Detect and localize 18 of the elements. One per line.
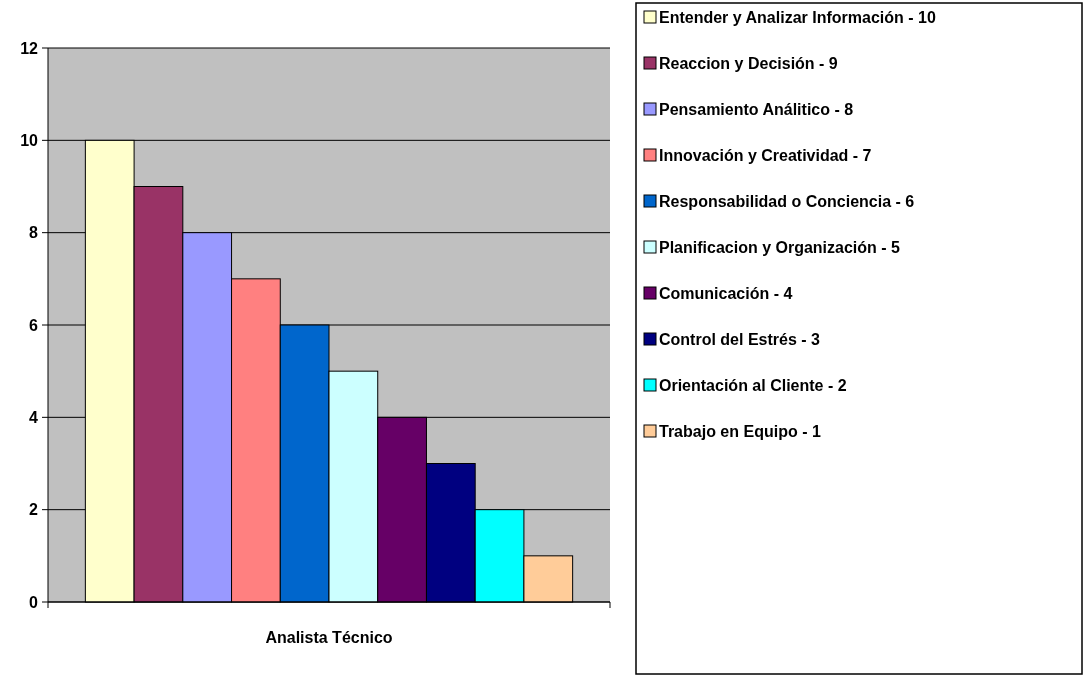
y-tick-label: 4: [29, 408, 39, 426]
legend-label: Reaccion y Decisión - 9: [659, 54, 838, 72]
legend-label: Comunicación - 4: [659, 284, 793, 302]
legend-label: Entender y Analizar Información - 10: [659, 8, 936, 26]
legend-label: Responsabilidad o Conciencia - 6: [659, 192, 915, 210]
y-tick-label: 10: [20, 131, 39, 149]
legend-label: Pensamiento Análitico - 8: [659, 100, 854, 118]
legend-label: Orientación al Cliente - 2: [659, 376, 847, 394]
y-tick-label: 0: [29, 593, 39, 611]
legend-label: Control del Estrés - 3: [659, 330, 821, 348]
y-tick-label: 6: [29, 316, 39, 334]
y-tick-label: 12: [20, 39, 39, 57]
legend-label: Trabajo en Equipo - 1: [659, 422, 821, 440]
y-tick-label: 8: [29, 224, 39, 242]
x-tick-label: Analista Técnico: [265, 628, 393, 646]
y-tick-label: 2: [29, 501, 39, 519]
legend-label: Planificacion y Organización - 5: [659, 238, 901, 256]
legend-label: Innovación y Creatividad - 7: [659, 146, 872, 164]
